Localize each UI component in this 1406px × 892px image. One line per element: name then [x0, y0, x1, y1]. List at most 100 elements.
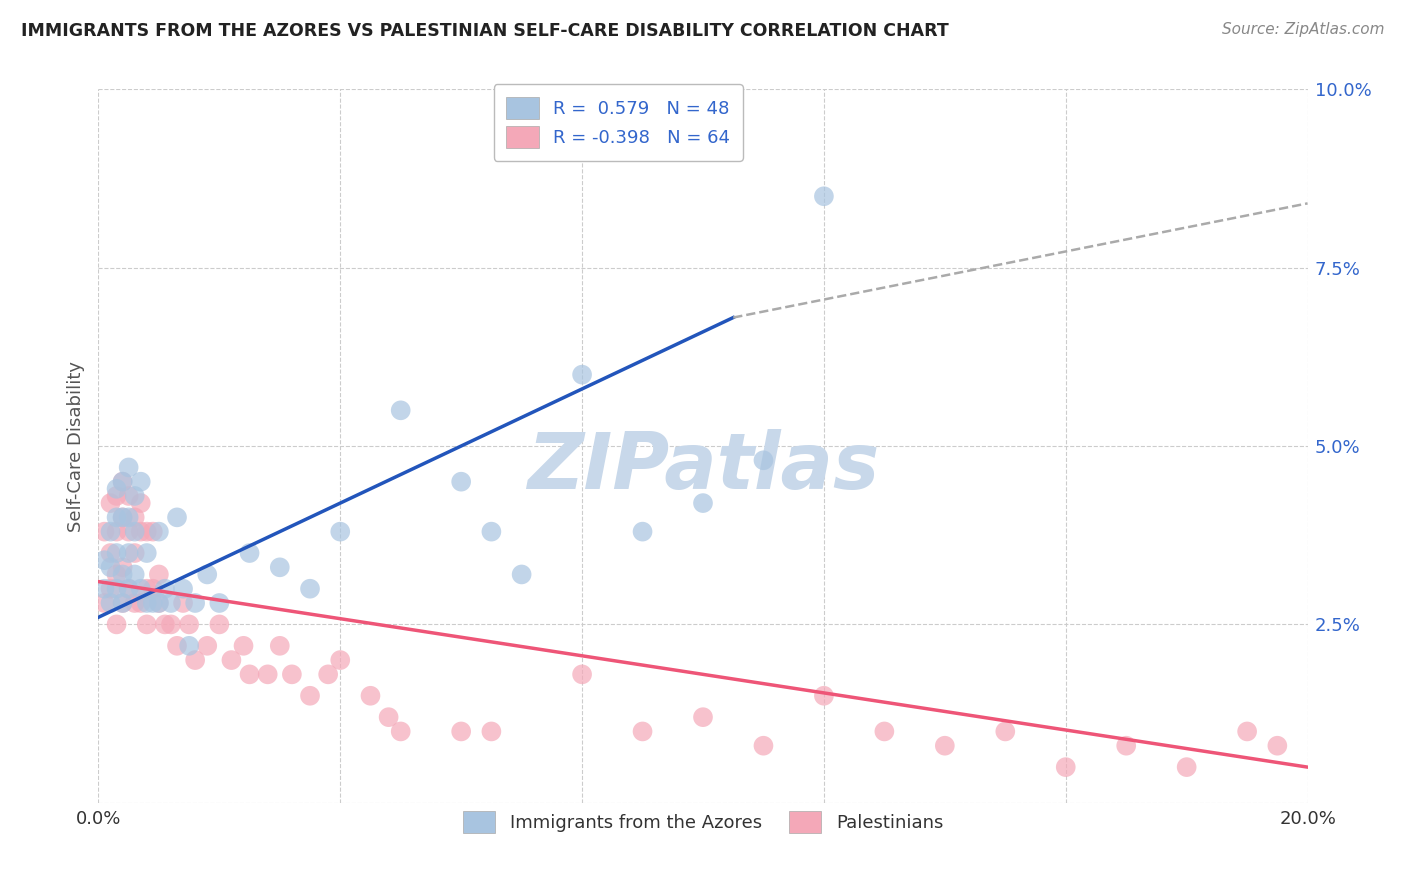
- Point: [329, 653, 352, 667]
- Point: [160, 596, 183, 610]
- Point: [269, 560, 291, 574]
- Point: [221, 653, 243, 667]
- Point: [148, 567, 170, 582]
- Legend: Immigrants from the Azores, Palestinians: Immigrants from the Azores, Palestinians: [451, 800, 955, 844]
- Point: [752, 739, 775, 753]
- Point: [692, 496, 714, 510]
- Point: [124, 567, 146, 582]
- Point: [129, 475, 152, 489]
- Point: [93, 553, 115, 567]
- Point: [631, 524, 654, 539]
- Point: [510, 567, 533, 582]
- Point: [111, 596, 134, 610]
- Point: [111, 596, 134, 610]
- Point: [135, 596, 157, 610]
- Point: [813, 189, 835, 203]
- Point: [208, 596, 231, 610]
- Point: [100, 546, 122, 560]
- Point: [142, 596, 165, 610]
- Point: [129, 496, 152, 510]
- Point: [239, 667, 262, 681]
- Point: [105, 617, 128, 632]
- Point: [129, 524, 152, 539]
- Point: [105, 489, 128, 503]
- Point: [124, 489, 146, 503]
- Point: [316, 667, 339, 681]
- Point: [111, 510, 134, 524]
- Point: [481, 724, 503, 739]
- Point: [195, 639, 218, 653]
- Point: [269, 639, 291, 653]
- Point: [377, 710, 399, 724]
- Point: [129, 582, 152, 596]
- Point: [299, 689, 322, 703]
- Point: [111, 560, 134, 574]
- Point: [105, 524, 128, 539]
- Text: ZIPatlas: ZIPatlas: [527, 429, 879, 506]
- Point: [100, 596, 122, 610]
- Point: [1054, 760, 1077, 774]
- Point: [105, 567, 128, 582]
- Point: [100, 496, 122, 510]
- Point: [172, 596, 194, 610]
- Point: [142, 524, 165, 539]
- Point: [148, 524, 170, 539]
- Text: Source: ZipAtlas.com: Source: ZipAtlas.com: [1222, 22, 1385, 37]
- Point: [692, 710, 714, 724]
- Point: [299, 582, 322, 596]
- Point: [124, 524, 146, 539]
- Point: [105, 510, 128, 524]
- Point: [1236, 724, 1258, 739]
- Point: [208, 617, 231, 632]
- Point: [179, 639, 201, 653]
- Point: [100, 524, 122, 539]
- Point: [142, 582, 165, 596]
- Point: [166, 510, 188, 524]
- Point: [118, 510, 141, 524]
- Point: [111, 510, 134, 524]
- Point: [256, 667, 278, 681]
- Point: [118, 460, 141, 475]
- Point: [118, 546, 141, 560]
- Point: [118, 582, 141, 596]
- Point: [813, 689, 835, 703]
- Text: IMMIGRANTS FROM THE AZORES VS PALESTINIAN SELF-CARE DISABILITY CORRELATION CHART: IMMIGRANTS FROM THE AZORES VS PALESTINIA…: [21, 22, 949, 40]
- Point: [571, 667, 593, 681]
- Point: [1267, 739, 1289, 753]
- Point: [111, 475, 134, 489]
- Point: [389, 403, 412, 417]
- Point: [135, 617, 157, 632]
- Point: [153, 617, 176, 632]
- Point: [481, 524, 503, 539]
- Point: [93, 524, 115, 539]
- Point: [166, 639, 188, 653]
- Point: [129, 596, 152, 610]
- Point: [124, 510, 146, 524]
- Point: [179, 617, 201, 632]
- Point: [100, 582, 122, 596]
- Point: [148, 596, 170, 610]
- Point: [184, 596, 207, 610]
- Y-axis label: Self-Care Disability: Self-Care Disability: [66, 360, 84, 532]
- Point: [1175, 760, 1198, 774]
- Point: [93, 582, 115, 596]
- Point: [631, 724, 654, 739]
- Point: [118, 582, 141, 596]
- Point: [172, 582, 194, 596]
- Point: [752, 453, 775, 467]
- Point: [135, 582, 157, 596]
- Point: [360, 689, 382, 703]
- Point: [111, 475, 134, 489]
- Point: [571, 368, 593, 382]
- Point: [389, 724, 412, 739]
- Point: [450, 475, 472, 489]
- Point: [184, 653, 207, 667]
- Point: [994, 724, 1017, 739]
- Point: [93, 596, 115, 610]
- Point: [124, 596, 146, 610]
- Point: [100, 560, 122, 574]
- Point: [232, 639, 254, 653]
- Point: [105, 582, 128, 596]
- Point: [1115, 739, 1137, 753]
- Point: [111, 567, 134, 582]
